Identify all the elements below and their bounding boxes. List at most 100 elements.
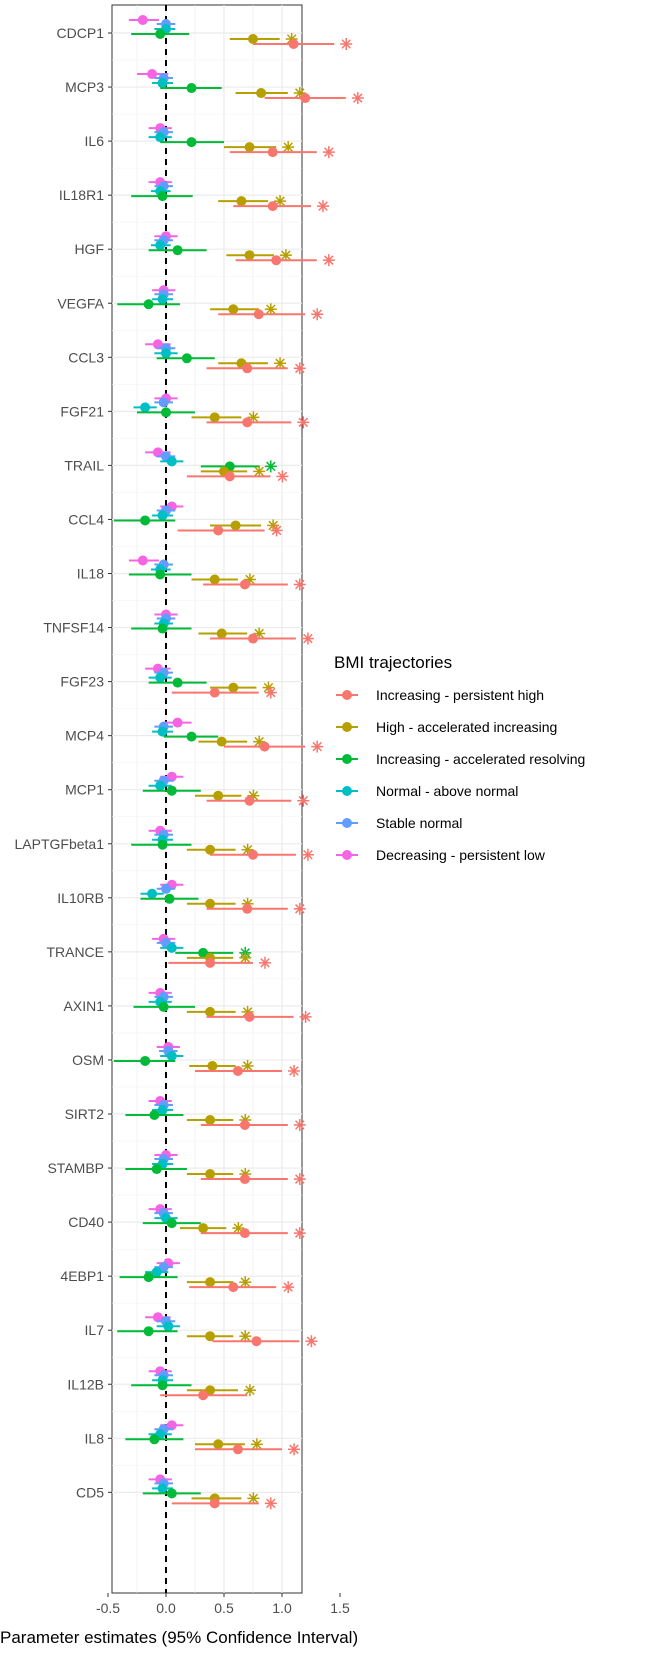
y-tick-label: CD40 <box>68 1214 104 1230</box>
significance-marker <box>288 1443 300 1456</box>
estimate-point <box>140 1055 151 1066</box>
estimate-point <box>228 682 239 693</box>
estimate-point <box>166 456 177 467</box>
y-tick-label: IL8 <box>85 1430 105 1446</box>
estimate-point <box>216 736 227 747</box>
estimate-point <box>147 888 158 899</box>
estimate-point <box>166 785 177 796</box>
estimate-point <box>158 1262 169 1273</box>
legend-key-point <box>342 722 352 732</box>
significance-marker <box>259 956 271 969</box>
estimate-point <box>236 196 247 207</box>
estimate-point <box>239 1228 250 1239</box>
protein-group-vegfa <box>117 285 324 321</box>
estimate-point <box>155 132 166 143</box>
estimate-point <box>152 339 163 350</box>
estimate-point <box>239 1174 250 1185</box>
estimate-point <box>248 633 258 644</box>
protein-group-osm <box>113 1041 300 1077</box>
protein-group-axin1 <box>133 987 312 1023</box>
legend-item: Stable normal <box>336 815 462 831</box>
estimate-point <box>230 520 241 531</box>
x-tick-label: 0.5 <box>214 1600 234 1616</box>
estimate-point <box>209 1498 220 1509</box>
estimate-point <box>151 1267 162 1278</box>
significance-marker <box>301 848 314 861</box>
estimate-point <box>143 299 154 310</box>
estimate-point <box>140 402 151 413</box>
legend-items: Increasing - persistent high High - accel… <box>336 687 585 863</box>
legend-item: Increasing - persistent high <box>336 687 544 703</box>
y-tick-label: CCL3 <box>68 349 104 365</box>
estimate-point <box>232 1065 243 1076</box>
estimate-point <box>172 717 183 728</box>
estimate-point <box>157 726 168 737</box>
estimate-point <box>288 39 299 49</box>
y-tick-label: 4EBP1 <box>60 1268 104 1284</box>
estimate-point <box>157 1483 168 1494</box>
estimate-point <box>166 1050 177 1061</box>
y-axis-labels: CDCP1 MCP3 IL6 IL18R1 HGF VEGFA CCL3 FGF21 TRAIL… <box>15 25 112 1500</box>
estimate-point <box>166 1218 177 1229</box>
protein-group-fgf23 <box>145 663 277 699</box>
estimate-point <box>157 294 168 305</box>
estimate-point <box>300 93 311 104</box>
significance-marker <box>293 1119 306 1131</box>
estimate-point <box>157 1380 168 1391</box>
estimate-point <box>209 687 220 698</box>
estimate-point <box>213 1439 224 1450</box>
y-tick-label: OSM <box>72 1052 104 1068</box>
protein-group-il6 <box>148 123 335 159</box>
y-tick-label: TRANCE <box>46 944 104 960</box>
data-marks <box>113 15 364 1510</box>
y-tick-label: IL7 <box>85 1322 105 1338</box>
legend-label: Increasing - persistent high <box>376 687 544 703</box>
significance-marker <box>297 416 310 429</box>
protein-group-mcp4 <box>152 717 324 753</box>
protein-group-sirt2 <box>125 1096 306 1131</box>
estimate-point <box>205 1006 216 1017</box>
estimate-point <box>166 942 177 953</box>
y-tick-label: FGF23 <box>60 674 104 690</box>
estimate-point <box>137 555 148 566</box>
estimate-point <box>186 137 197 148</box>
estimate-point <box>242 417 253 428</box>
significance-marker <box>288 1064 300 1077</box>
estimate-point <box>166 771 177 782</box>
legend-key-point <box>342 690 352 700</box>
y-tick-label: LAPTGFbeta1 <box>15 836 105 852</box>
estimate-point <box>157 78 168 89</box>
estimate-point <box>163 1321 174 1332</box>
x-tick-label: 1.0 <box>272 1600 292 1616</box>
estimate-point <box>224 471 235 482</box>
y-tick-label: MCP4 <box>65 728 104 744</box>
estimate-point <box>267 201 278 212</box>
x-axis-ticks: -0.5 0.0 0.5 1.0 1.5 <box>96 1593 350 1616</box>
estimate-point <box>172 677 183 688</box>
legend-item: High - accelerated increasing <box>336 719 557 735</box>
estimate-point <box>267 147 278 158</box>
significance-marker <box>322 254 335 267</box>
estimate-point <box>216 628 227 639</box>
significance-marker <box>282 1281 295 1294</box>
legend-label: High - accelerated increasing <box>376 719 557 735</box>
estimate-point <box>137 15 148 25</box>
significance-marker <box>301 632 314 645</box>
estimate-point <box>205 1169 216 1180</box>
significance-marker <box>239 951 252 964</box>
protein-group-cd5 <box>142 1474 277 1510</box>
legend-label: Stable normal <box>376 815 462 831</box>
y-tick-label: IL12B <box>67 1376 104 1392</box>
x-axis-title: Parameter estimates (95% Confidence Inte… <box>0 1628 358 1647</box>
estimate-point <box>152 1312 163 1323</box>
estimate-point <box>244 250 255 261</box>
estimate-point <box>157 510 168 521</box>
y-tick-label: IL10RB <box>57 890 104 906</box>
y-tick-label: FGF21 <box>60 403 104 419</box>
legend-key-point <box>342 850 352 860</box>
estimate-point <box>207 1060 218 1071</box>
estimate-point <box>244 795 255 806</box>
estimate-point <box>149 1110 160 1120</box>
significance-marker <box>262 681 275 694</box>
